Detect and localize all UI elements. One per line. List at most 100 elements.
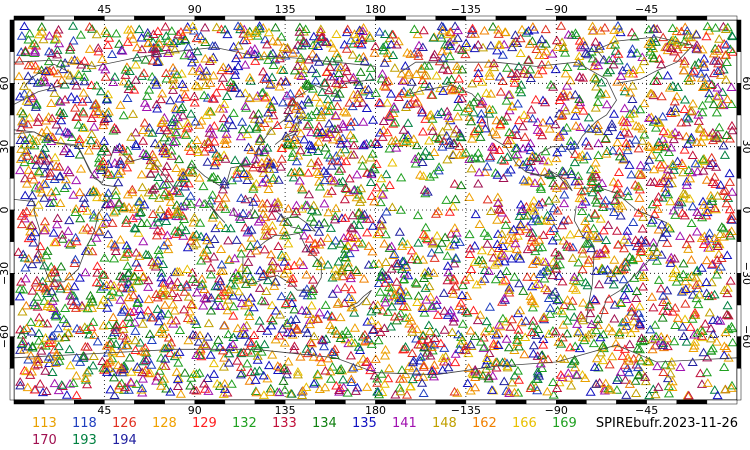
observation-marker: [146, 360, 157, 369]
observation-marker: [353, 237, 364, 247]
observation-marker: [662, 333, 673, 343]
observation-marker: [552, 205, 563, 215]
observation-marker: [196, 255, 207, 265]
observation-marker: [644, 390, 655, 400]
border-segment: [706, 15, 738, 21]
border-segment: [736, 19, 742, 52]
observation-marker: [195, 218, 206, 227]
observation-marker: [250, 25, 261, 35]
observation-marker: [370, 137, 381, 147]
observation-marker: [34, 312, 45, 322]
observation-marker: [533, 370, 545, 380]
observation-marker: [39, 143, 50, 152]
observation-marker: [635, 246, 646, 255]
observation-marker: [676, 26, 687, 36]
observation-marker: [417, 335, 428, 344]
observation-marker: [134, 196, 145, 206]
observation-marker: [310, 75, 321, 85]
observation-marker: [607, 351, 618, 361]
observation-marker: [156, 308, 167, 318]
observation-marker: [529, 205, 540, 215]
observation-marker: [715, 65, 726, 75]
observation-marker: [650, 340, 661, 350]
observation-marker: [43, 56, 54, 66]
observation-marker: [141, 218, 153, 227]
top-longitude-label: 45: [97, 3, 111, 16]
observation-marker: [27, 341, 38, 351]
observation-marker: [672, 156, 683, 166]
observation-marker: [111, 319, 122, 329]
observation-marker: [590, 231, 601, 240]
observation-marker: [274, 309, 286, 319]
observation-marker: [603, 275, 614, 284]
observation-marker: [553, 249, 564, 259]
observation-marker: [325, 320, 336, 330]
observation-marker: [684, 233, 695, 243]
observation-marker: [375, 219, 386, 229]
observation-marker: [359, 209, 370, 219]
observation-marker: [199, 90, 210, 100]
observation-marker: [634, 344, 645, 354]
observation-marker: [647, 199, 658, 209]
observation-marker: [594, 41, 605, 50]
observation-marker: [399, 274, 410, 283]
observation-marker: [647, 334, 658, 344]
observation-marker: [49, 344, 60, 354]
observation-marker: [145, 368, 156, 377]
observation-marker: [293, 70, 304, 79]
observation-marker: [402, 290, 413, 300]
observation-marker: [248, 184, 259, 193]
observation-marker: [314, 384, 325, 393]
observation-marker: [182, 118, 193, 128]
observation-marker: [85, 290, 96, 300]
observation-marker: [393, 258, 404, 268]
observation-marker: [590, 157, 601, 167]
observation-marker: [77, 96, 88, 106]
observation-marker: [333, 68, 344, 77]
bottom-longitude-label: 180: [365, 404, 386, 417]
observation-marker: [528, 348, 539, 358]
observation-marker: [33, 335, 44, 345]
observation-marker: [707, 135, 719, 145]
observation-marker: [406, 254, 417, 264]
observation-marker: [236, 248, 247, 258]
observation-marker: [162, 209, 173, 219]
border-segment: [104, 15, 135, 21]
observation-marker: [147, 312, 158, 322]
observation-marker: [335, 139, 346, 148]
observation-marker: [88, 351, 99, 361]
observation-marker: [604, 359, 615, 369]
observation-marker: [481, 88, 492, 97]
observation-marker: [250, 154, 261, 163]
observation-marker: [658, 32, 669, 42]
observation-marker: [171, 136, 182, 146]
border-segment: [525, 15, 557, 21]
observation-marker: [39, 296, 50, 305]
observation-marker: [148, 152, 159, 161]
observation-marker: [510, 124, 521, 133]
observation-marker: [325, 129, 336, 138]
observation-marker: [127, 184, 138, 194]
observation-marker: [439, 343, 450, 352]
observation-marker: [122, 162, 133, 172]
observation-marker: [479, 342, 490, 351]
observation-marker: [307, 40, 319, 50]
observation-marker: [701, 255, 712, 265]
observation-marker: [623, 128, 634, 138]
observation-marker: [152, 371, 163, 381]
observation-marker: [537, 117, 549, 127]
observation-marker: [237, 117, 248, 126]
observation-marker: [556, 143, 567, 152]
observation-marker: [345, 270, 356, 279]
observation-marker: [24, 28, 35, 38]
observation-marker: [706, 80, 717, 90]
observation-marker: [64, 271, 75, 281]
observation-marker: [272, 120, 283, 130]
observation-marker: [442, 65, 453, 75]
observation-marker: [240, 194, 251, 204]
observation-marker: [415, 169, 426, 179]
observation-marker: [635, 170, 646, 179]
observation-marker: [327, 312, 338, 321]
observation-marker: [362, 356, 373, 366]
observation-marker: [719, 362, 730, 372]
